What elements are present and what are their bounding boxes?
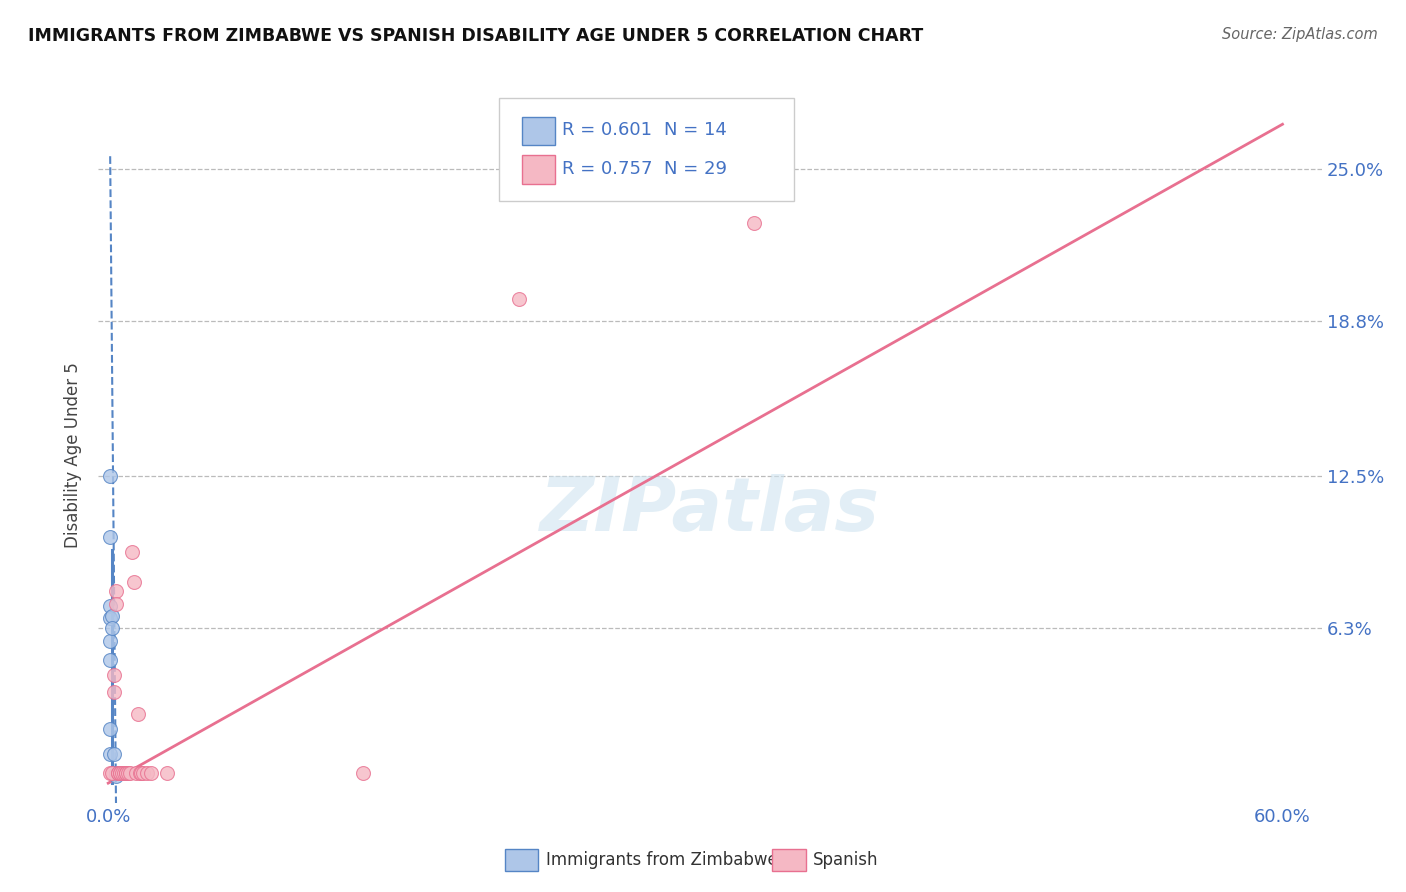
- Text: Source: ZipAtlas.com: Source: ZipAtlas.com: [1222, 27, 1378, 42]
- Text: R = 0.601: R = 0.601: [562, 121, 652, 139]
- Point: [107, 766, 129, 780]
- Point: [127, 707, 149, 722]
- Point: [108, 766, 131, 780]
- Point: [103, 747, 125, 761]
- Point: [101, 621, 124, 635]
- Point: [105, 769, 128, 783]
- Point: [103, 685, 125, 699]
- Point: [103, 668, 125, 682]
- Point: [352, 766, 374, 780]
- Text: ZIPatlas: ZIPatlas: [540, 474, 880, 547]
- Text: Spanish: Spanish: [813, 851, 879, 869]
- Point: [121, 545, 143, 559]
- Point: [156, 766, 179, 780]
- Text: N = 29: N = 29: [664, 160, 727, 178]
- Point: [141, 766, 163, 780]
- Point: [105, 766, 128, 780]
- Point: [101, 609, 124, 624]
- Text: IMMIGRANTS FROM ZIMBABWE VS SPANISH DISABILITY AGE UNDER 5 CORRELATION CHART: IMMIGRANTS FROM ZIMBABWE VS SPANISH DISA…: [28, 27, 924, 45]
- Point: [101, 766, 124, 780]
- Point: [117, 766, 139, 780]
- Point: [114, 766, 136, 780]
- Point: [98, 468, 121, 483]
- Y-axis label: Disability Age Under 5: Disability Age Under 5: [65, 362, 83, 548]
- Point: [128, 766, 150, 780]
- Text: Immigrants from Zimbabwe: Immigrants from Zimbabwe: [546, 851, 778, 869]
- Point: [107, 766, 129, 780]
- Point: [112, 766, 135, 780]
- Point: [105, 597, 128, 611]
- Point: [136, 766, 159, 780]
- Point: [114, 766, 136, 780]
- Point: [98, 599, 121, 614]
- Point: [105, 766, 128, 780]
- Text: R = 0.757: R = 0.757: [562, 160, 652, 178]
- Point: [124, 766, 146, 780]
- Point: [118, 766, 141, 780]
- Point: [508, 292, 530, 306]
- Point: [105, 584, 128, 599]
- Text: N = 14: N = 14: [664, 121, 727, 139]
- Point: [98, 722, 121, 736]
- Point: [98, 653, 121, 667]
- Point: [98, 633, 121, 648]
- Point: [108, 766, 131, 780]
- Point: [132, 766, 155, 780]
- Point: [98, 766, 121, 780]
- Point: [111, 766, 134, 780]
- Point: [98, 747, 121, 761]
- Point: [131, 766, 153, 780]
- Point: [742, 216, 765, 230]
- Point: [98, 530, 121, 544]
- Point: [122, 574, 145, 589]
- Point: [98, 611, 121, 625]
